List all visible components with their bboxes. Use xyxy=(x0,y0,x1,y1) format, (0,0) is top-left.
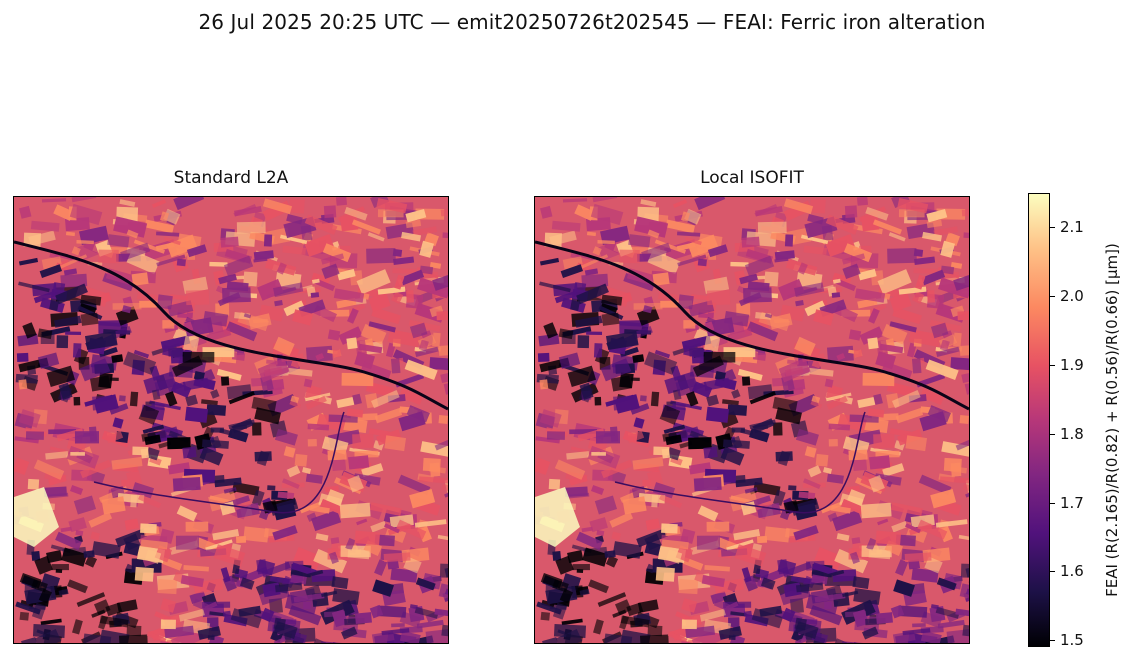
panel-title-isofit: Local ISOFIT xyxy=(700,168,804,188)
colorbar-tick-label: 1.8 xyxy=(1060,424,1084,443)
colorbar-tick-label: 1.5 xyxy=(1060,631,1084,650)
figure-title: 26 Jul 2025 20:25 UTC — emit20250726t202… xyxy=(198,10,986,34)
colorbar-tick xyxy=(1050,296,1055,298)
panel-title-standard: Standard L2A xyxy=(173,168,289,188)
colorbar-tick-label: 1.6 xyxy=(1060,562,1084,581)
heatmap-standard-l2a xyxy=(13,196,449,644)
colorbar-tick xyxy=(1050,433,1055,435)
colorbar-tick xyxy=(1050,502,1055,504)
colorbar-tick xyxy=(1050,571,1055,573)
colorbar-tick xyxy=(1050,227,1055,229)
colorbar-tick-label: 2.1 xyxy=(1060,218,1084,237)
heatmap-local-isofit xyxy=(534,196,970,644)
colorbar-tick xyxy=(1050,364,1055,366)
colorbar-tick-label: 2.0 xyxy=(1060,287,1084,306)
colorbar-tick xyxy=(1050,640,1055,642)
colorbar xyxy=(1028,193,1050,647)
colorbar-tick-label: 1.9 xyxy=(1060,355,1084,374)
colorbar-tick-label: 1.7 xyxy=(1060,493,1084,512)
colorbar-label: FEAI (R(2.165)/R(0.82) + R(0.56)/R(0.66)… xyxy=(1103,243,1121,597)
